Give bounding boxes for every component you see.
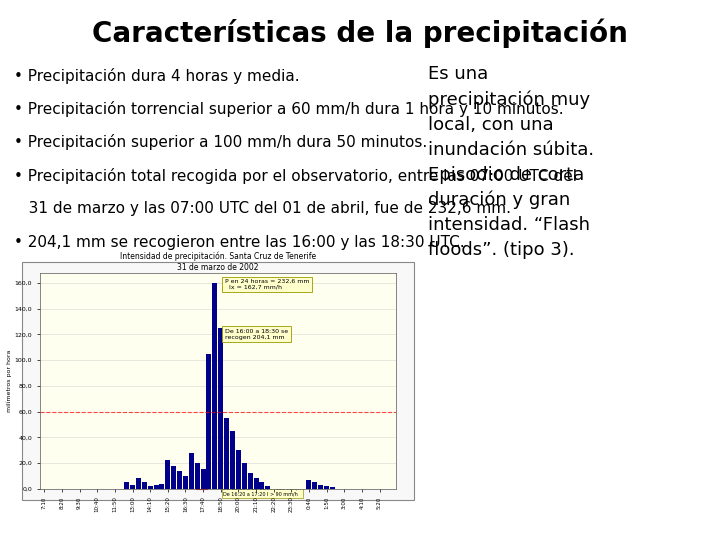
Text: • 204,1 mm se recogieron entre las 16:00 y las 18:30 UTC.: • 204,1 mm se recogieron entre las 16:00…	[14, 235, 465, 250]
Text: Características de la precipitación: Características de la precipitación	[92, 19, 628, 49]
Bar	[166, 461, 171, 489]
Bar	[324, 486, 329, 489]
Bar	[253, 478, 258, 489]
Bar	[124, 482, 129, 489]
Bar	[130, 485, 135, 489]
Bar	[307, 480, 312, 489]
Bar	[330, 488, 335, 489]
Bar	[194, 463, 199, 489]
Bar	[236, 450, 241, 489]
Text: De 16:30 a 15:10 I > 100 mm/h
De 16:20 a 17:20 I > 90 mm/h: De 16:30 a 15:10 I > 100 mm/h De 16:20 a…	[223, 486, 301, 497]
Bar	[159, 483, 164, 489]
Bar	[171, 465, 176, 489]
Bar	[265, 486, 270, 489]
Bar	[259, 482, 264, 489]
Bar	[136, 478, 141, 489]
Bar	[212, 283, 217, 489]
FancyBboxPatch shape	[22, 262, 414, 500]
Bar	[142, 482, 147, 489]
Bar	[207, 354, 212, 489]
Bar	[242, 463, 247, 489]
Text: • Precipitación total recogida por el observatorio, entre las 07:00 UTC del: • Precipitación total recogida por el ob…	[14, 168, 577, 184]
Text: P en 24 horas = 232,6 mm
  Ix = 162,7 mm/h: P en 24 horas = 232,6 mm Ix = 162,7 mm/h	[225, 279, 310, 290]
Y-axis label: milímetros por hora: milímetros por hora	[6, 349, 12, 412]
Title: Intensidad de precipitación. Santa Cruz de Tenerife
31 de marzo de 2002: Intensidad de precipitación. Santa Cruz …	[120, 251, 316, 272]
Bar	[183, 476, 188, 489]
Text: • Precipitación superior a 100 mm/h dura 50 minutos.: • Precipitación superior a 100 mm/h dura…	[14, 134, 428, 151]
Bar	[230, 431, 235, 489]
Bar	[218, 328, 223, 489]
Text: • Precipitación torrencial superior a 60 mm/h dura 1 hora y 10 minutos.: • Precipitación torrencial superior a 60…	[14, 101, 564, 117]
Text: 31 de marzo y las 07:00 UTC del 01 de abril, fue de 232,6 mm.: 31 de marzo y las 07:00 UTC del 01 de ab…	[14, 201, 511, 217]
Bar	[177, 471, 182, 489]
Bar	[201, 469, 206, 489]
Bar	[248, 473, 253, 489]
Bar	[148, 486, 153, 489]
Text: Es una
precipitación muy
local, con una
inundación súbita.
Episodio de corta
dur: Es una precipitación muy local, con una …	[428, 65, 595, 259]
Bar	[224, 418, 229, 489]
Text: • Precipitación dura 4 horas y media.: • Precipitación dura 4 horas y media.	[14, 68, 300, 84]
Text: De 16:00 a 18:30 se
recogen 204,1 mm: De 16:00 a 18:30 se recogen 204,1 mm	[225, 329, 288, 340]
Bar	[318, 485, 323, 489]
Bar	[189, 453, 194, 489]
Bar	[153, 485, 158, 489]
Bar	[312, 482, 318, 489]
